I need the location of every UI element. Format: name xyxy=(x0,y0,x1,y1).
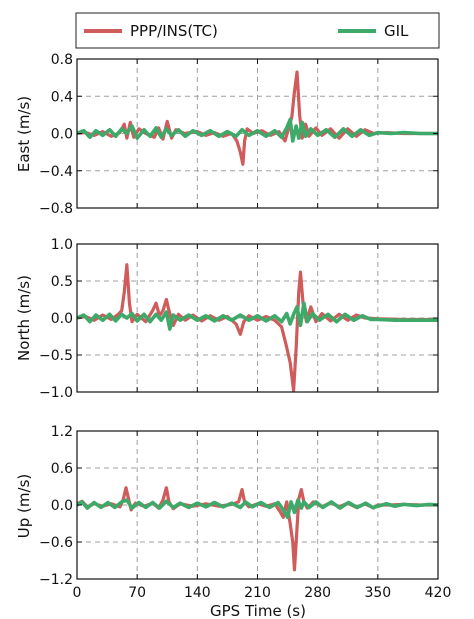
y-tick-label-east-4: 0.8 xyxy=(51,52,73,68)
series-line-north-gil xyxy=(77,301,438,331)
y-axis-label-north: North (m/s) xyxy=(15,275,33,361)
x-tick-label-up-1: 70 xyxy=(128,585,146,601)
x-tick-label-up-6: 420 xyxy=(425,585,452,601)
x-tick-label-up-4: 280 xyxy=(304,585,331,601)
y-tick-label-up-1: −0.6 xyxy=(39,535,73,551)
x-tick-label-up-5: 350 xyxy=(364,585,391,601)
y-tick-label-north-2: 0.0 xyxy=(51,311,73,327)
x-tick-label-up-2: 140 xyxy=(184,585,211,601)
y-tick-label-east-2: 0.0 xyxy=(51,127,73,143)
y-tick-label-east-3: 0.4 xyxy=(51,89,73,105)
panel-east: East (m/s) −0.8 −0.4 0.0 0.4 0.8 xyxy=(15,52,439,217)
series-line-north-ppp-ins-tc xyxy=(77,263,438,392)
series-line-east-ppp-ins-tc xyxy=(77,70,438,166)
legend-frame xyxy=(75,12,440,49)
x-axis-label: GPS Time (s) xyxy=(210,602,306,619)
panel-up: Up (m/s) −1.2 −0.6 0.0 0.6 1.2 0 70 140 210 280 35… xyxy=(15,424,451,601)
y-tick-label-north-1: −0.5 xyxy=(39,348,73,364)
legend-label-gil: GIL xyxy=(384,22,409,40)
series-line-up-gil xyxy=(77,498,438,520)
y-axis-label-east: East (m/s) xyxy=(15,96,33,172)
y-tick-label-up-4: 1.2 xyxy=(51,424,73,440)
legend: PPP/INS(TC) GIL xyxy=(75,12,440,49)
x-tick-label-up-3: 210 xyxy=(244,585,271,601)
y-tick-label-east-1: −0.4 xyxy=(39,164,73,180)
y-tick-label-north-4: 1.0 xyxy=(51,237,73,253)
y-tick-label-east-0: −0.8 xyxy=(39,201,73,217)
y-tick-label-north-3: 0.5 xyxy=(51,274,73,290)
y-tick-label-up-0: −1.2 xyxy=(39,572,73,588)
y-tick-label-north-0: −1.0 xyxy=(39,385,73,401)
panel-north: North (m/s) −1.0 −0.5 0.0 0.5 1.0 xyxy=(15,237,439,401)
y-tick-label-up-3: 0.6 xyxy=(51,461,73,477)
legend-label-ppp-ins-tc: PPP/INS(TC) xyxy=(130,22,218,40)
y-axis-label-up: Up (m/s) xyxy=(15,474,33,538)
x-tick-label-up-0: 0 xyxy=(73,585,82,601)
series-line-east-gil xyxy=(77,117,438,143)
y-tick-label-up-2: 0.0 xyxy=(51,498,73,514)
